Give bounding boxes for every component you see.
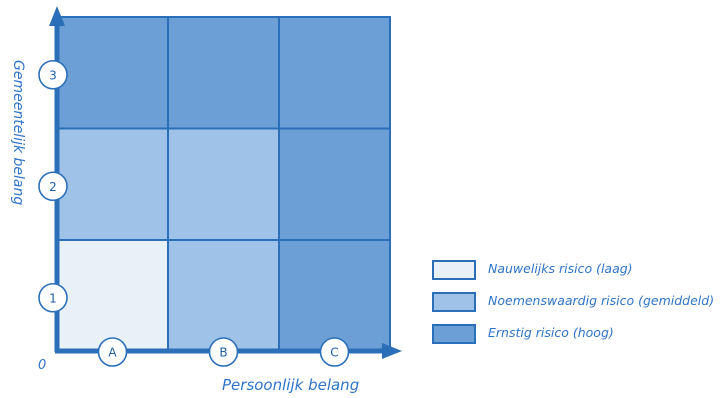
y-level-marker-3-circle — [38, 59, 68, 90]
matrix-cell-A2-medium — [56, 127, 169, 241]
matrix-cell-C3-high — [278, 16, 391, 130]
y-level-marker-1: 1 — [38, 282, 68, 313]
origin-label: 0 — [38, 358, 47, 373]
matrix-cell-B2-medium — [167, 127, 280, 241]
y-level-marker-2-text: 2 — [49, 180, 57, 194]
x-axis-label: Persoonlijk belang — [222, 376, 360, 394]
legend-swatch-medium — [432, 292, 476, 312]
legend-item-medium: Noemenswaardig risico (gemiddeld) — [432, 292, 722, 318]
matrix-cell-A3-high — [56, 16, 169, 130]
x-axis-arrowhead — [382, 343, 402, 359]
x-level-marker-B: B — [208, 337, 239, 367]
y-axis-label: Gemeentelijk belang — [10, 60, 26, 206]
y-level-marker-2: 2 — [38, 171, 68, 202]
y-level-marker-3-text: 3 — [49, 68, 57, 82]
matrix-cell-B3-high — [167, 16, 280, 130]
legend-label-high: Ernstig risico (hoog) — [488, 325, 614, 340]
legend-swatch-low — [432, 260, 476, 280]
matrix-cell-C1-high — [278, 239, 391, 353]
y-level-marker-3: 3 — [38, 59, 68, 90]
x-level-marker-C-text: C — [330, 346, 338, 360]
x-level-marker-C: C — [319, 337, 350, 367]
y-level-marker-1-text: 1 — [49, 291, 57, 305]
x-level-marker-A-text: A — [108, 346, 117, 360]
legend-label-medium: Noemenswaardig risico (gemiddeld) — [488, 293, 715, 308]
legend-swatch-high — [432, 324, 476, 344]
legend-label-low: Nauwelijks risico (laag) — [488, 261, 633, 276]
legend-item-high: Ernstig risico (hoog) — [432, 324, 722, 350]
y-level-marker-2-circle — [38, 171, 68, 202]
x-level-marker-B-circle — [208, 337, 239, 367]
x-level-marker-B-text: B — [219, 346, 227, 360]
y-level-marker-1-circle — [38, 282, 68, 313]
x-level-marker-A-circle — [97, 337, 128, 367]
matrix-cell-C2-high — [278, 127, 391, 241]
legend-item-low: Nauwelijks risico (laag) — [432, 260, 722, 286]
matrix-cell-A1-low — [56, 239, 169, 353]
x-level-marker-C-circle — [319, 337, 350, 367]
y-axis-arrowhead — [49, 6, 65, 26]
x-level-marker-A: A — [97, 337, 128, 367]
matrix-cell-B1-medium — [167, 239, 280, 353]
